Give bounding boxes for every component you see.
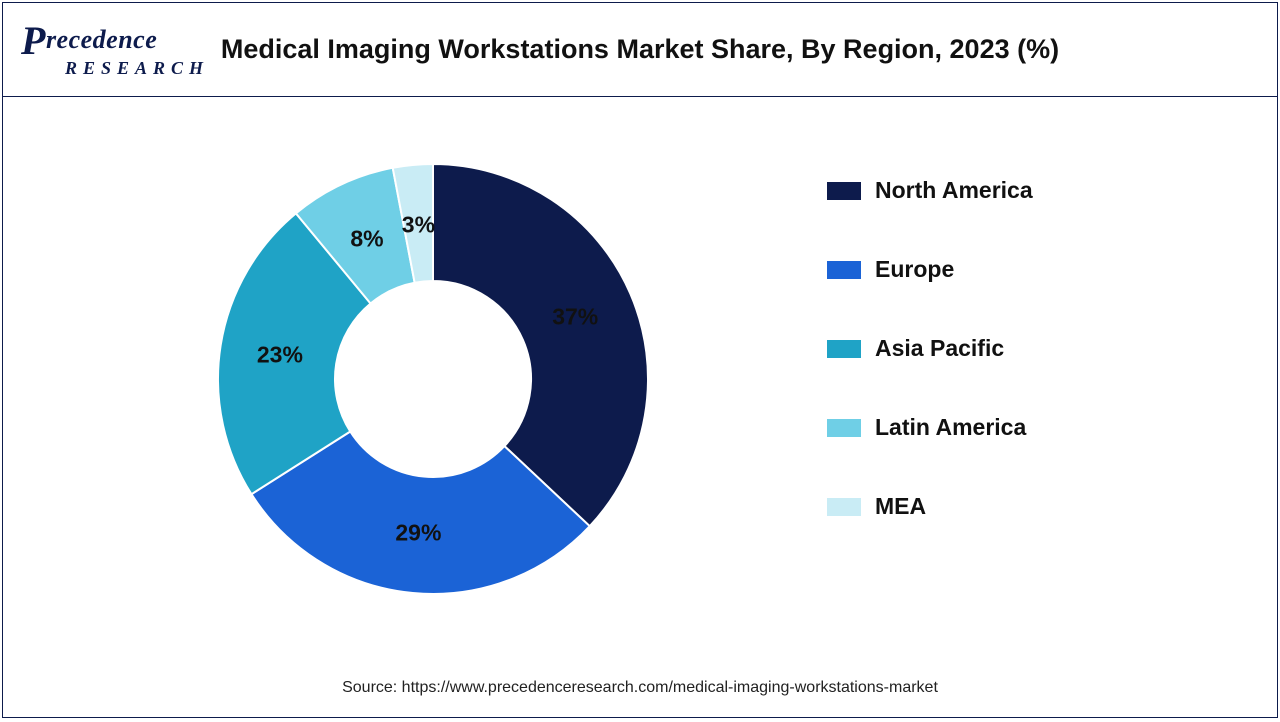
- slice-label: 3%: [402, 211, 435, 238]
- legend: North America Europe Asia Pacific Latin Ame…: [827, 177, 1137, 572]
- logo-big-p: P: [21, 18, 46, 63]
- slice-label: 29%: [395, 520, 441, 547]
- source-text: Source: https://www.precedenceresearch.c…: [3, 679, 1277, 697]
- legend-swatch: [827, 261, 861, 279]
- legend-swatch: [827, 419, 861, 437]
- donut-chart: 37% 29% 23% 8% 3%: [213, 159, 653, 599]
- legend-swatch: [827, 182, 861, 200]
- legend-swatch: [827, 340, 861, 358]
- chart-area: 37% 29% 23% 8% 3% North America Europe Asia Pa…: [3, 97, 1277, 717]
- title-bar: Precedence RESEARCH Medical Imaging Work…: [3, 3, 1277, 97]
- legend-swatch: [827, 498, 861, 516]
- legend-label: Europe: [875, 256, 954, 283]
- legend-item: Latin America: [827, 414, 1137, 441]
- legend-item: North America: [827, 177, 1137, 204]
- chart-card: Precedence RESEARCH Medical Imaging Work…: [2, 2, 1278, 718]
- brand-logo: Precedence RESEARCH: [21, 21, 209, 77]
- slice-label: 8%: [350, 225, 383, 252]
- logo-line1: Precedence: [21, 21, 209, 61]
- logo-rest: recedence: [46, 25, 157, 54]
- legend-item: Europe: [827, 256, 1137, 283]
- legend-item: MEA: [827, 493, 1137, 520]
- legend-label: Asia Pacific: [875, 335, 1004, 362]
- logo-line2: RESEARCH: [65, 59, 209, 77]
- legend-label: Latin America: [875, 414, 1026, 441]
- legend-label: MEA: [875, 493, 926, 520]
- slice-label: 37%: [552, 304, 598, 331]
- legend-label: North America: [875, 177, 1033, 204]
- slice-label: 23%: [257, 341, 303, 368]
- legend-item: Asia Pacific: [827, 335, 1137, 362]
